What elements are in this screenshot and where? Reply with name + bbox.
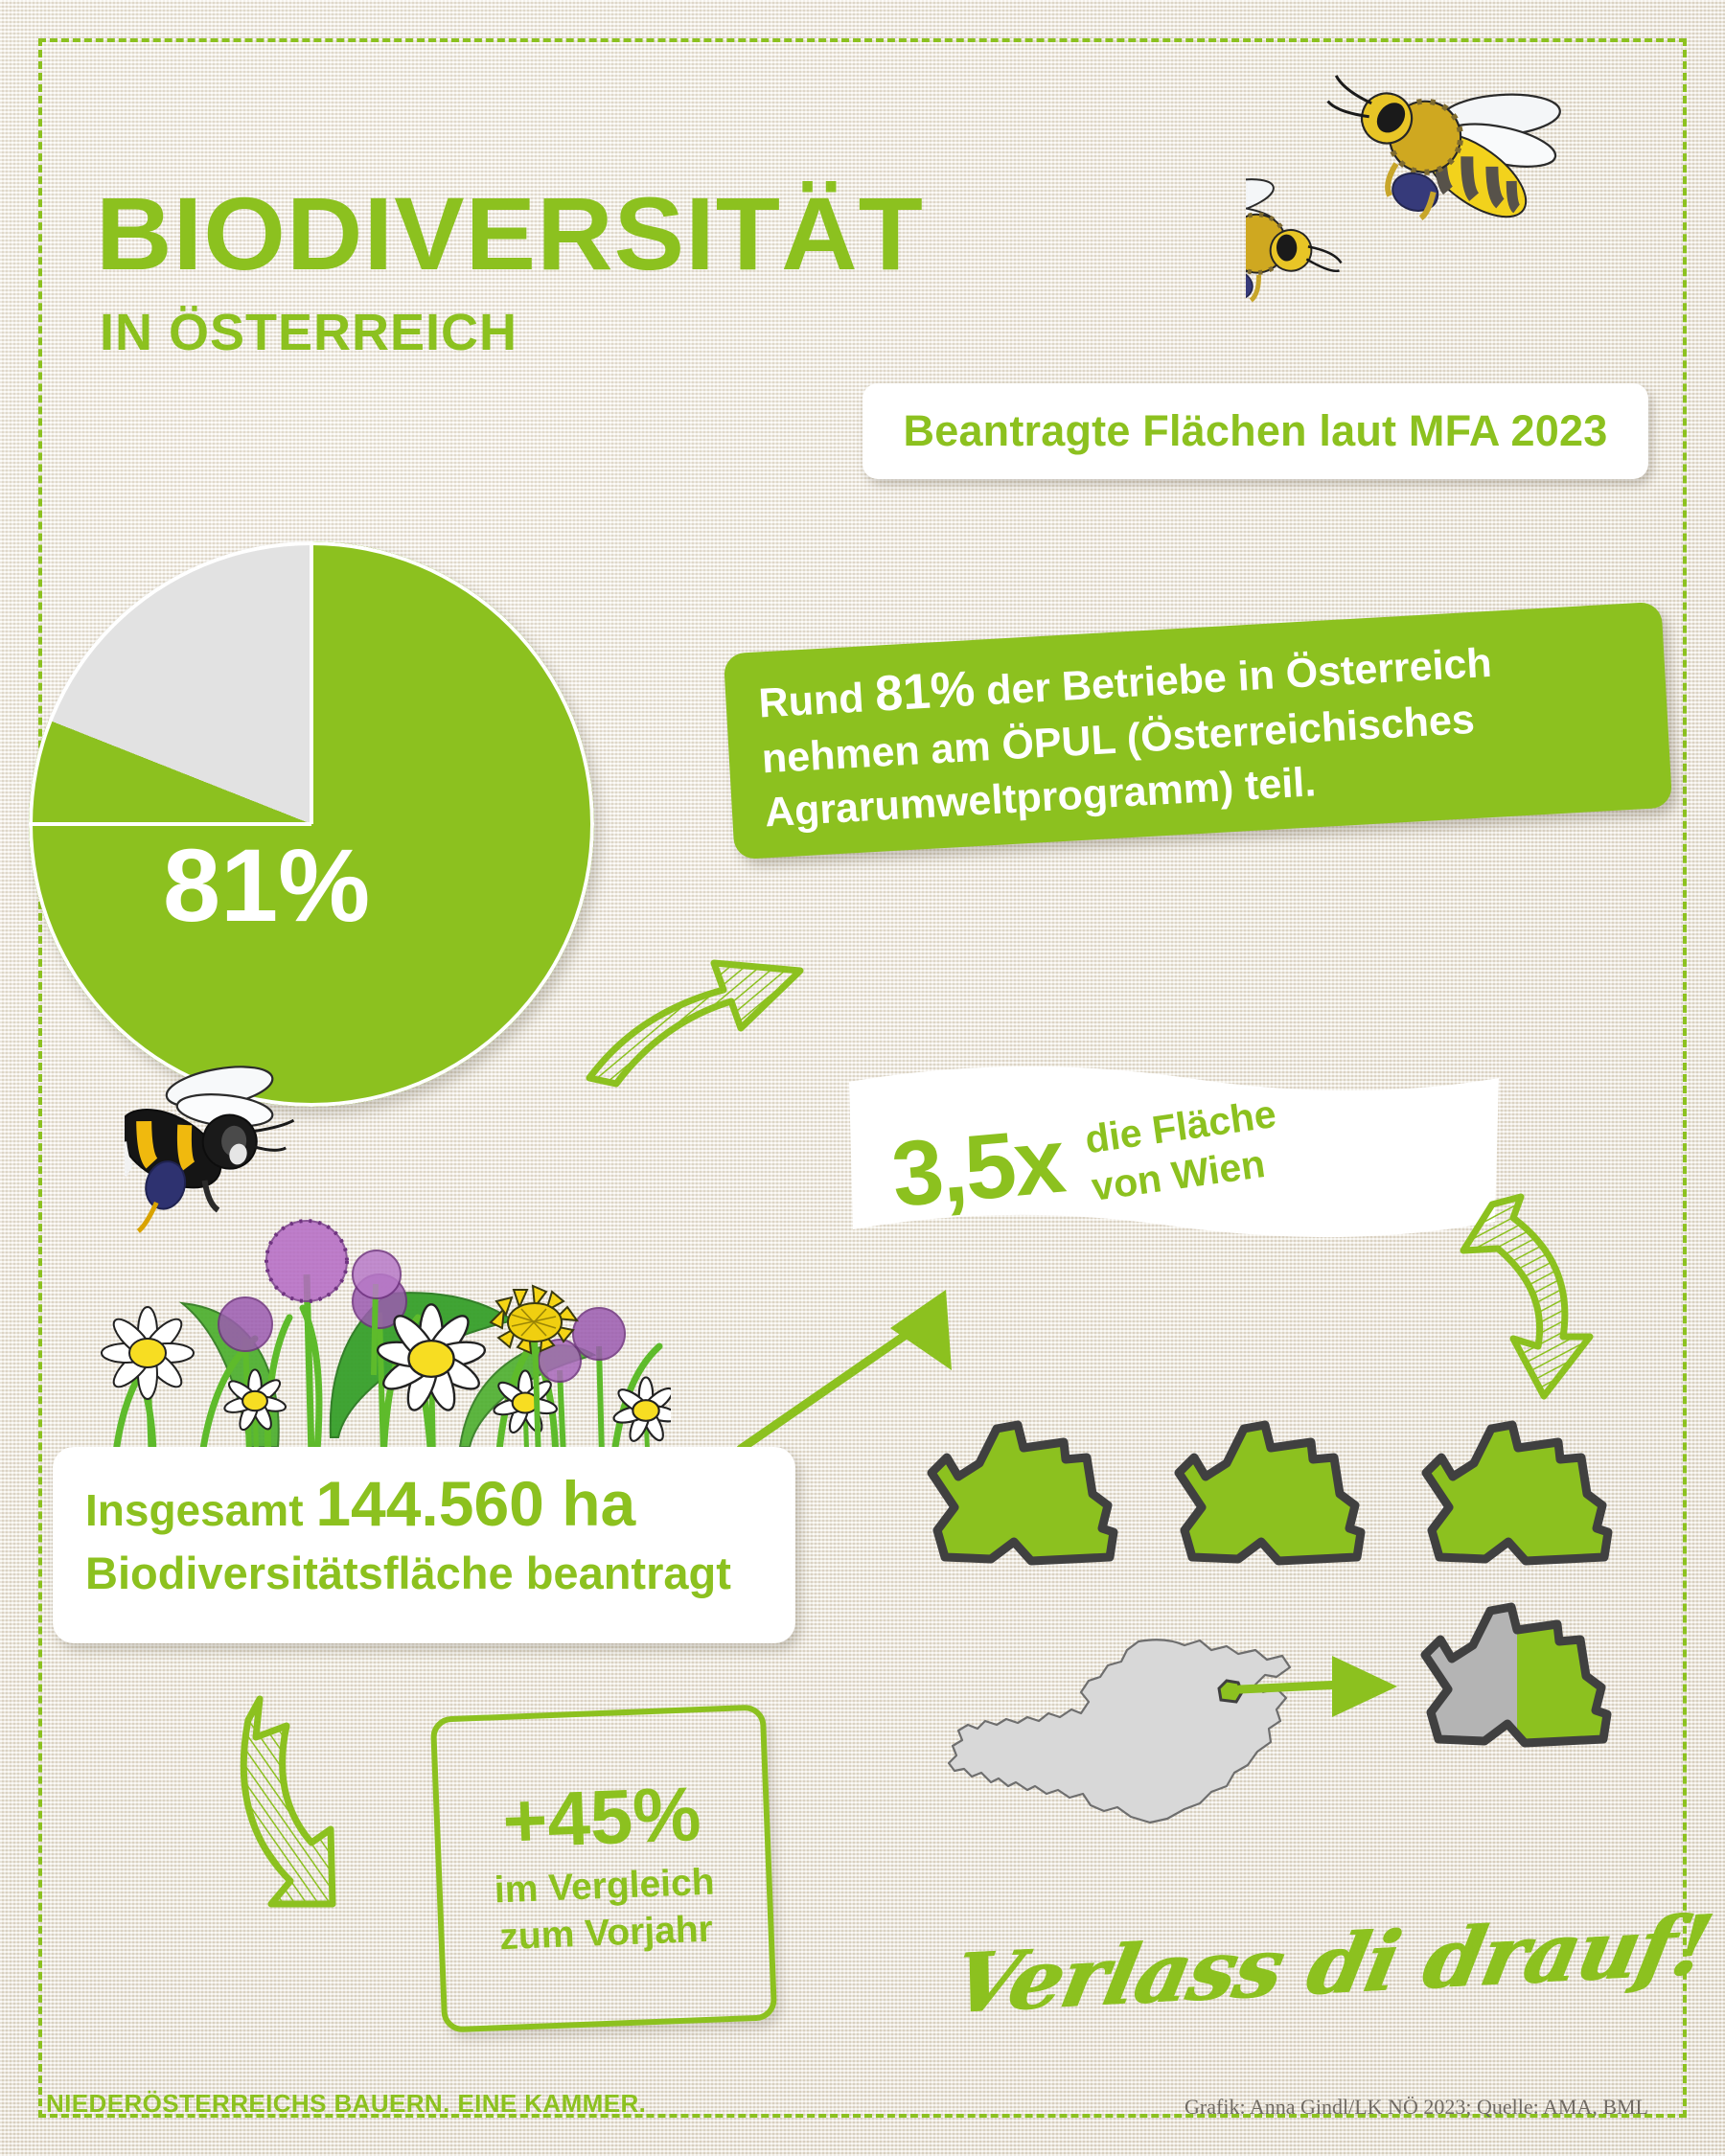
vienna-shape-3: [1421, 1420, 1613, 1566]
yearly-change-box: +45% im Vergleich zum Vorjahr: [429, 1704, 778, 2033]
opul-statement-text: Rund 81% der Betriebe in Österreich nehm…: [757, 620, 1640, 840]
vienna-shapes-row: [927, 1420, 1613, 1566]
yearly-change-caption: im Vergleich zum Vorjahr: [494, 1860, 717, 1961]
biodiversity-area-box: Insgesamt 144.560 ha Biodiversitätsfläch…: [53, 1447, 795, 1643]
page-title: BIODIVERSITÄT: [96, 175, 924, 291]
organisation-footer: NIEDERÖSTERREICHS BAUERN. EINE KAMMER.: [46, 2089, 647, 2118]
statement-rest: der Betriebe in Österreich nehmen am ÖPU…: [760, 639, 1493, 837]
yearly-change-value: +45%: [500, 1771, 703, 1865]
mfa-badge-label: Beantragte Flächen laut MFA 2023: [903, 406, 1608, 455]
area-value: 144.560 ha: [315, 1468, 636, 1539]
statement-highlight: 81%: [873, 660, 977, 722]
austria-map: [947, 1639, 1397, 1824]
vienna-shape-2: [1174, 1420, 1366, 1566]
opul-statement-box: Rund 81% der Betriebe in Österreich nehm…: [723, 601, 1673, 860]
thin-arrow-up-right-icon: [736, 1290, 952, 1454]
brand-slogan: Verlass di drauf!: [944, 1896, 1718, 2033]
page-subtitle: IN ÖSTERREICH: [100, 304, 518, 361]
vienna-shape-half: [1420, 1602, 1612, 1748]
hatched-arrow-right-icon: [586, 959, 804, 1088]
biodiversity-area-line2: Biodiversitätsfläche beantragt: [85, 1547, 731, 1598]
area-prefix: Insgesamt: [85, 1485, 316, 1535]
opul-pie-chart: [29, 541, 594, 1107]
hatched-arrow-curved-left-down-icon: [240, 1695, 336, 1908]
pie-chart-label: 81%: [163, 827, 371, 943]
wildflower-meadow-illustration: [101, 1219, 671, 1465]
vienna-area-banner: [849, 1066, 1499, 1238]
credits-text: Grafik: Anna Gindl/LK NÖ 2023; Quelle: A…: [1184, 2095, 1648, 2119]
honeybees-illustration: [1246, 75, 1561, 303]
vienna-shape-1: [927, 1420, 1118, 1566]
yearly-change-line1: im Vergleich: [494, 1861, 716, 1912]
multiplier-value: 3,5x: [887, 1109, 1068, 1227]
mfa-badge: Beantragte Flächen laut MFA 2023: [862, 383, 1648, 479]
biodiversity-area-line1: Insgesamt 144.560 ha: [85, 1468, 763, 1541]
yearly-change-line2: zum Vorjahr: [498, 1908, 714, 1959]
statement-prefix: Rund: [757, 674, 877, 727]
bumblebee-illustration: [125, 1066, 295, 1233]
hatched-arrow-curved-down-icon: [1460, 1193, 1594, 1400]
